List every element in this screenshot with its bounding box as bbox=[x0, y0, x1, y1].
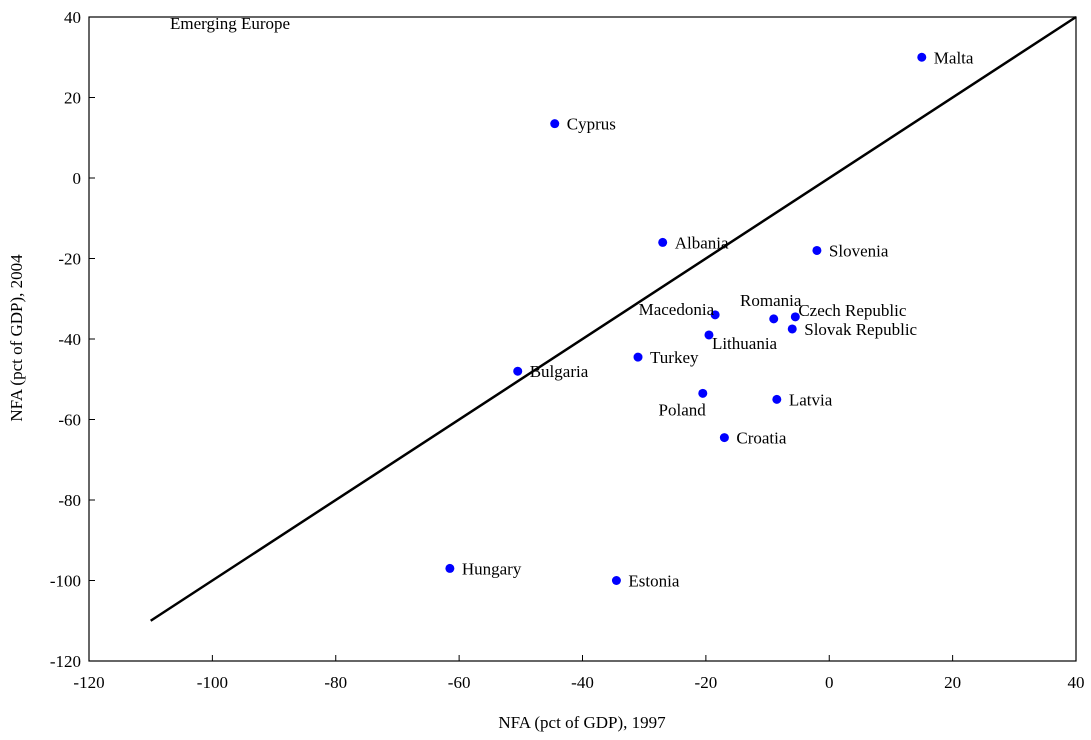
data-point bbox=[611, 576, 621, 585]
x-tick-label: 20 bbox=[944, 673, 961, 692]
point-label: Czech Republic bbox=[798, 301, 907, 320]
data-point bbox=[772, 394, 782, 404]
data-point bbox=[550, 119, 560, 129]
point-label: Lithuania bbox=[712, 334, 778, 353]
data-point bbox=[769, 314, 779, 324]
chart-annotation: Emerging Europe bbox=[170, 14, 290, 33]
point-label: Slovak Republic bbox=[804, 320, 917, 339]
point-label: Slovenia bbox=[829, 241, 889, 260]
data-point bbox=[445, 563, 455, 573]
reference-line-layer bbox=[150, 15, 1077, 622]
point-label: Macedonia bbox=[639, 300, 715, 319]
y-tick-label: 0 bbox=[73, 169, 82, 188]
data-point bbox=[513, 366, 523, 376]
x-tick-label: 40 bbox=[1068, 673, 1085, 692]
point-label: Latvia bbox=[789, 390, 833, 409]
point-label: Poland bbox=[659, 400, 707, 419]
x-tick-label: -20 bbox=[695, 673, 718, 692]
y-tick-label: -40 bbox=[58, 330, 81, 349]
axes-layer: -120 -100 -80 -60 -40 -20 0 20 40 -120 -100 -80 -60 -… bbox=[50, 8, 1085, 692]
point-label: Turkey bbox=[650, 348, 699, 367]
y-tick-label: -20 bbox=[58, 250, 81, 269]
data-point bbox=[633, 352, 643, 362]
y-tick-label: -80 bbox=[58, 491, 81, 510]
data-point bbox=[812, 245, 822, 255]
x-tick-label: 0 bbox=[825, 673, 834, 692]
data-point bbox=[658, 237, 668, 247]
y-tick-label: 20 bbox=[64, 89, 81, 108]
point-label: Romania bbox=[740, 291, 802, 310]
x-tick-label: -40 bbox=[571, 673, 594, 692]
point-label: Bulgaria bbox=[530, 362, 589, 381]
data-point bbox=[704, 330, 714, 340]
data-point bbox=[787, 324, 797, 334]
x-tick-label: -60 bbox=[448, 673, 471, 692]
data-point bbox=[698, 388, 708, 398]
point-label: Albania bbox=[675, 233, 729, 252]
x-tick-label: -120 bbox=[73, 673, 104, 692]
forty-five-degree-line bbox=[150, 15, 1077, 622]
y-tick-label: -100 bbox=[50, 572, 81, 591]
x-axis-title: NFA (pct of GDP), 1997 bbox=[498, 713, 666, 732]
data-point bbox=[917, 52, 927, 62]
y-axis-title: NFA (pct of GDP), 2004 bbox=[7, 254, 26, 422]
point-label: Cyprus bbox=[567, 115, 616, 134]
x-tick-label: -100 bbox=[197, 673, 228, 692]
x-tick-label: -80 bbox=[324, 673, 347, 692]
point-label: Malta bbox=[934, 48, 974, 67]
y-tick-label: 40 bbox=[64, 8, 81, 27]
y-tick-label: -60 bbox=[58, 411, 81, 430]
point-label: Estonia bbox=[628, 572, 679, 591]
point-label: Croatia bbox=[736, 429, 786, 448]
y-tick-label: -120 bbox=[50, 652, 81, 671]
data-point bbox=[719, 433, 729, 443]
data-point bbox=[710, 310, 720, 320]
data-point bbox=[790, 312, 800, 322]
point-label: Hungary bbox=[462, 559, 522, 578]
